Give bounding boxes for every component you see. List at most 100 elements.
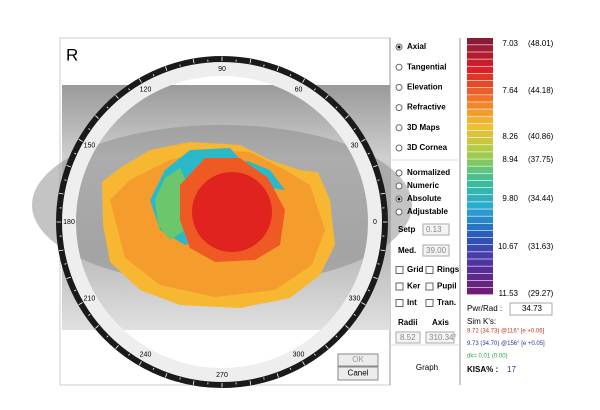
dial-label: 150	[84, 142, 96, 149]
radio-button[interactable]	[395, 104, 403, 112]
graph-button[interactable]: Graph	[416, 363, 438, 372]
dial-tick	[64, 179, 67, 181]
scale-radius: 8.26	[502, 132, 518, 141]
scale-stripe	[467, 223, 493, 231]
checkbox-label[interactable]: Ker	[407, 282, 420, 291]
radio-dot	[397, 45, 401, 49]
radio-label[interactable]: Refractive	[407, 103, 446, 112]
radio-label[interactable]: 3D Maps	[407, 123, 440, 132]
dial-tick	[345, 115, 350, 119]
scale-stripe	[467, 102, 493, 109]
scale-stripe	[467, 38, 493, 45]
radio-label[interactable]: 3D Cornea	[407, 143, 448, 152]
ok-label[interactable]: OK	[352, 355, 364, 364]
axis-value: 310.34°	[429, 333, 457, 342]
scale-stripe	[467, 195, 493, 202]
checkbox[interactable]	[395, 266, 404, 274]
radio-button[interactable]	[395, 63, 403, 71]
kisa-value: 17	[507, 365, 516, 374]
radii-field	[395, 331, 421, 344]
scale-power: (34.44)	[528, 194, 554, 203]
dial-tick	[276, 373, 279, 378]
dial-tick	[314, 353, 316, 356]
dial-ticks: 0 30 60 90 120 150 180 210 240 270 300 330	[56, 56, 388, 388]
scale-power: (29.27)	[528, 289, 554, 298]
scale-radius: 7.64	[502, 86, 518, 95]
radio-label[interactable]: Elevation	[407, 83, 443, 92]
scale-stripe	[467, 80, 493, 88]
scale-stripe	[467, 287, 493, 295]
radio-label[interactable]: Adjustable	[407, 207, 448, 216]
dial-tick	[302, 78, 306, 83]
ok-button[interactable]	[337, 353, 379, 367]
scale-power: (40.86)	[528, 132, 554, 141]
radio-button[interactable]	[395, 144, 403, 152]
radio-label[interactable]: Numeric	[407, 181, 440, 190]
dial-tick	[373, 276, 378, 279]
med-field[interactable]	[422, 244, 450, 257]
radio-label[interactable]: Tangential	[407, 62, 446, 71]
radio-dot	[397, 197, 401, 201]
dial-tick	[94, 115, 99, 119]
dial-tick	[152, 74, 155, 77]
sim-k-line: 9.72 (34.73) @116° [e +0.06]	[467, 329, 545, 335]
radio-label[interactable]: Absolute	[407, 194, 442, 203]
dial-tick	[165, 373, 168, 378]
scale-stripe	[467, 237, 493, 245]
radio-label[interactable]: Normalized	[407, 168, 450, 177]
radio-label[interactable]: Axial	[407, 42, 426, 51]
dial-tick	[353, 314, 356, 316]
dial-tick	[289, 74, 292, 77]
radio-button[interactable]	[395, 169, 403, 177]
sim-k-line: 9.73 (34.70) @156° [e +0.05]	[467, 341, 545, 347]
topography-map	[102, 142, 335, 308]
pwr-rad-label: Pwr/Rad :	[467, 304, 502, 313]
sim-k-line: dk= 0.01 (0.00)	[467, 354, 508, 360]
checkbox-label[interactable]: Grid	[407, 265, 424, 274]
scale-stripe	[467, 173, 493, 181]
checkbox[interactable]	[425, 299, 434, 307]
checkbox[interactable]	[395, 299, 404, 307]
dial-label: 30	[351, 142, 359, 149]
color-scale: 7.03 (48.01) 7.64 (44.18) 8.26 (40.86) 8.94 (37…	[467, 38, 554, 298]
dial-tick	[58, 192, 64, 195]
scale-stripe	[467, 187, 493, 195]
scale-stripe	[467, 73, 493, 81]
checkbox-label[interactable]: Rings	[437, 265, 460, 274]
checkbox-label[interactable]: Int	[407, 298, 417, 307]
dial-tick	[335, 335, 338, 338]
dial-tick	[249, 380, 252, 386]
scale-radius: 7.03	[502, 39, 518, 48]
dial-band	[58, 58, 386, 386]
setp-value[interactable]: 0.13	[426, 225, 442, 234]
scale-stripe	[467, 123, 493, 131]
cancel-button[interactable]	[337, 366, 379, 381]
checkbox[interactable]	[425, 266, 434, 274]
setp-field[interactable]	[422, 223, 450, 236]
radio-button[interactable]	[395, 208, 403, 216]
dial-tick	[377, 263, 380, 265]
checkbox-label[interactable]: Pupil	[437, 282, 457, 291]
dial-tick	[152, 367, 155, 370]
dial-tick	[289, 367, 292, 370]
scale-stripe	[467, 259, 493, 266]
setp-label: Setp	[398, 225, 415, 234]
scale-radius: 8.94	[502, 155, 518, 164]
radio-button[interactable]	[395, 124, 403, 132]
scale-stripe	[467, 87, 493, 95]
checkbox[interactable]	[425, 282, 434, 291]
dial-tick	[74, 152, 77, 155]
dial-tick	[192, 58, 195, 64]
dial-tick	[314, 88, 316, 91]
radio-button[interactable]	[395, 83, 403, 91]
dial-tick	[58, 249, 64, 252]
radii-label: Radii	[398, 318, 418, 327]
radio-button[interactable]	[395, 182, 403, 190]
med-value[interactable]: 39.00	[426, 246, 447, 255]
scale-stripe	[467, 116, 493, 124]
checkbox[interactable]	[395, 282, 404, 291]
scale-stripe	[467, 59, 493, 66]
checkbox-label[interactable]: Tran.	[437, 298, 456, 307]
dial-tick	[66, 165, 71, 168]
cancel-label[interactable]: Canel	[348, 369, 369, 378]
